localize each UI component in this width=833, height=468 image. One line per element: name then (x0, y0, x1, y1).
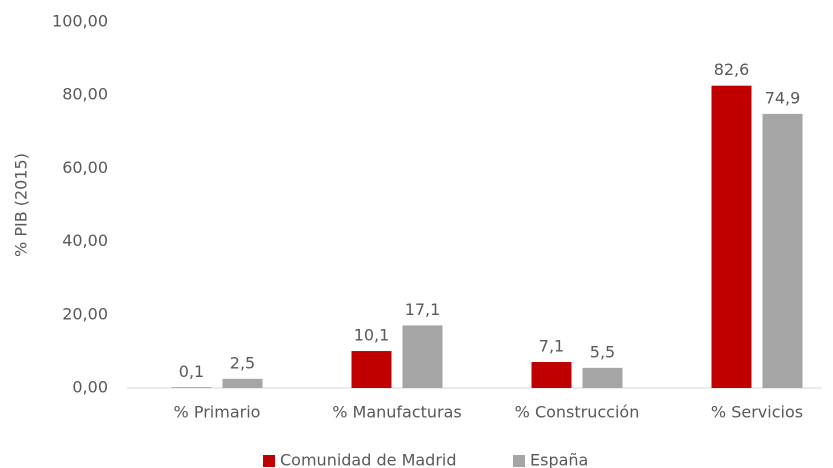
bar (582, 367, 623, 388)
x-tick-label: % Servicios (711, 403, 803, 422)
y-tick-label: 100,00 (52, 12, 108, 31)
y-tick-label: 60,00 (62, 158, 108, 177)
bar (531, 362, 572, 388)
bar (762, 113, 803, 388)
y-tick-label: 40,00 (62, 231, 108, 250)
data-label: 2,5 (230, 353, 255, 372)
legend-swatch (513, 455, 525, 467)
x-tick-label: % Manufacturas (332, 403, 462, 422)
bar (222, 378, 263, 388)
data-label: 17,1 (405, 300, 441, 319)
legend-label: España (530, 451, 588, 468)
data-label: 82,6 (714, 60, 750, 79)
y-tick-label: 80,00 (62, 85, 108, 104)
data-label: 74,9 (765, 88, 801, 107)
data-label: 5,5 (590, 342, 615, 361)
bar (351, 351, 392, 388)
legend-swatch (263, 455, 275, 467)
bar (402, 325, 443, 388)
data-label: 7,1 (539, 337, 564, 356)
y-axis-label: % PIB (2015) (12, 153, 31, 257)
y-tick-label: 0,00 (72, 378, 108, 397)
bar (711, 85, 752, 389)
y-tick-label: 20,00 (62, 304, 108, 323)
data-label: 0,1 (179, 362, 204, 381)
x-tick-label: % Primario (174, 403, 261, 422)
data-label: 10,1 (354, 326, 390, 345)
legend-label: Comunidad de Madrid (280, 451, 457, 468)
x-tick-label: % Construcción (515, 403, 640, 422)
